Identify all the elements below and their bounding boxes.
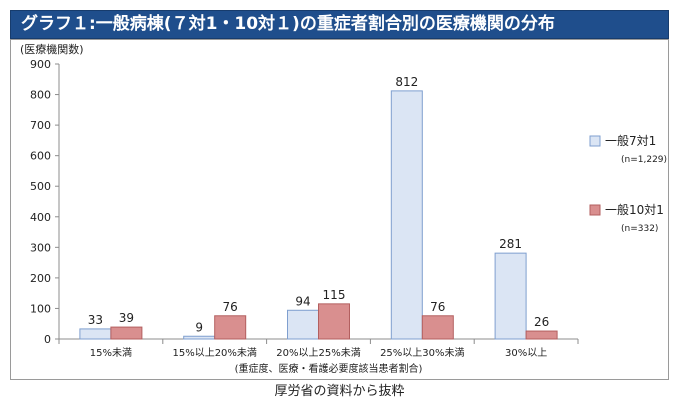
y-tick-label: 400 bbox=[30, 211, 51, 224]
data-label: 76 bbox=[223, 300, 238, 314]
x-category-label: 30%以上 bbox=[505, 347, 547, 359]
chart-title: グラフ１:一般病棟(７対1・10対１)の重症者割合別の医療機関の分布 bbox=[10, 10, 669, 39]
bar-series-10 bbox=[525, 330, 558, 340]
bar-series-10 bbox=[421, 315, 454, 340]
data-label: 76 bbox=[430, 300, 445, 314]
y-tick-label: 800 bbox=[30, 89, 51, 102]
y-tick-label: 500 bbox=[30, 180, 51, 193]
legend-note: (n=332) bbox=[621, 224, 658, 234]
data-label: 9 bbox=[195, 320, 203, 334]
legend-note: (n=1,229) bbox=[621, 155, 667, 165]
bar-series-7 bbox=[79, 328, 112, 340]
y-tick-label: 300 bbox=[30, 241, 51, 254]
data-label: 39 bbox=[119, 311, 134, 325]
y-tick-label: 700 bbox=[30, 119, 51, 132]
source-note: 厚労省の資料から抜粋 bbox=[274, 384, 405, 399]
legend-swatch bbox=[589, 135, 601, 147]
bar-series-10 bbox=[110, 326, 143, 340]
data-label: 94 bbox=[295, 294, 310, 308]
x-category-label: 15%以上20%未満 bbox=[172, 347, 256, 359]
bar-series-7 bbox=[390, 90, 423, 340]
data-label: 812 bbox=[395, 75, 418, 89]
y-tick-label: 900 bbox=[30, 58, 51, 71]
legend-swatch bbox=[589, 204, 601, 216]
bar-series-7 bbox=[287, 309, 319, 340]
x-category-label: 15%未満 bbox=[90, 347, 132, 359]
y-tick-label: 600 bbox=[30, 150, 51, 163]
data-label: 281 bbox=[499, 237, 522, 251]
bar-series-7 bbox=[494, 252, 527, 340]
bar-series-10 bbox=[318, 303, 350, 340]
y-axis-label: (医療機関数) bbox=[20, 43, 84, 56]
legend-label: 一般10対1 bbox=[605, 202, 664, 217]
bar-series-10 bbox=[214, 315, 247, 340]
legend-label: 一般7対1 bbox=[605, 133, 656, 148]
y-tick-label: 0 bbox=[44, 333, 51, 346]
data-label: 26 bbox=[534, 315, 549, 329]
data-label: 33 bbox=[88, 313, 103, 327]
x-axis-label: (重症度、医療・看護必要度該当患者割合) bbox=[235, 362, 423, 375]
y-tick-label: 100 bbox=[30, 302, 51, 315]
data-label: 115 bbox=[323, 288, 346, 302]
x-category-label: 25%以上30%未満 bbox=[380, 347, 464, 359]
x-category-label: 20%以上25%未満 bbox=[276, 347, 360, 359]
y-tick-label: 200 bbox=[30, 272, 51, 285]
bar-series-7 bbox=[183, 335, 216, 340]
